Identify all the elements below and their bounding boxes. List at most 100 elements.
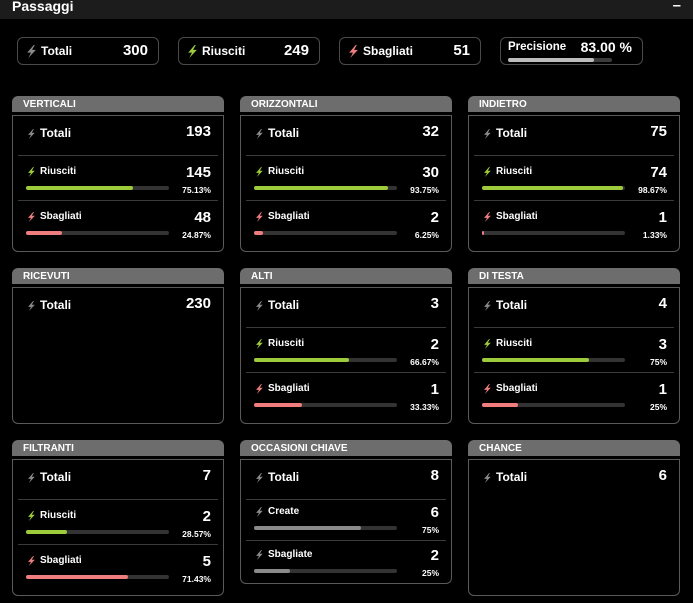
card-chance: CHANCE Totali 6 [468,440,680,596]
stat-row-sbagliati: Sbagliati 2 6.25% [241,206,451,245]
progress-fill [254,403,302,407]
section-header: Passaggi – [0,0,693,19]
row-divider [246,540,446,541]
stat-row-riusciti: Riusciti 30 93.75% [241,161,451,200]
stat-label: Sbagliati [40,211,82,222]
row-divider [18,544,218,545]
progress-track [254,526,397,530]
row-divider [18,155,218,156]
collapse-button[interactable]: – [672,0,681,14]
stat-percent: 98.67% [638,185,667,195]
stat-row-totali: Totali 8 [241,460,451,499]
stat-row-riusciti: Riusciti 74 98.67% [469,161,679,200]
stat-percent: 75.13% [182,185,211,195]
progress-track [26,530,169,534]
stat-value: 2 [202,508,211,525]
progress-fill [26,575,129,579]
stat-row-riusciti: Riusciti 3 75% [469,333,679,372]
stat-value: 3 [430,295,439,312]
row-divider [18,200,218,201]
row-divider [474,372,674,373]
stat-label: Sbagliati [268,383,310,394]
stat-label: Riusciti [40,510,77,521]
stat-value: 145 [185,164,211,181]
summary-precisione-label: Precisione [508,41,567,53]
card-title: OCCASIONI CHIAVE [240,440,452,456]
lightning-red-icon [256,212,263,222]
stat-value: 1 [658,381,667,398]
progress-track [482,403,625,407]
lightning-green-icon [256,167,263,177]
card-indietro: INDIETRO Totali 75 Riusciti 74 98.67% Sb… [468,96,680,252]
stat-value: 75 [650,123,667,140]
stat-row-totali: Totali 6 [469,460,679,499]
stat-row-riusciti: Riusciti 2 28.57% [13,505,223,544]
summary-totali-value: 300 [122,42,148,59]
stat-percent: 25% [421,568,439,578]
progress-fill [26,186,134,190]
stat-label: Totali [268,126,300,140]
lightning-green-icon [28,511,35,521]
stat-label: Create [268,506,300,517]
progress-fill [26,231,62,235]
card-body: Totali 75 Riusciti 74 98.67% Sbagliati 1… [468,115,680,252]
lightning-gray-icon [484,473,491,483]
progress-track [26,575,169,579]
progress-track [254,358,397,362]
lightning-gray-icon [256,473,263,483]
stat-value: 2 [430,336,439,353]
row-divider [474,200,674,201]
lightning-red-icon [256,384,263,394]
card-filtranti: FILTRANTI Totali 7 Riusciti 2 28.57% Sba… [12,440,224,596]
summary-totali: Totali 300 [17,37,159,65]
stat-value: 193 [185,123,211,140]
stat-row-totali: Totali 230 [13,288,223,327]
card-verticali: VERTICALI Totali 193 Riusciti 145 75.13%… [12,96,224,252]
row-divider [246,499,446,500]
stat-label: Totali [40,298,72,312]
stat-row-sbagliate: Sbagliate 2 25% [241,544,451,583]
card-body: Totali 7 Riusciti 2 28.57% Sbagliati 5 7… [12,459,224,596]
summary-precisione-value: 83.00 % [580,39,632,55]
progress-fill [482,358,590,362]
stat-value: 4 [658,295,667,312]
card-title: CHANCE [468,440,680,456]
stat-value: 3 [658,336,667,353]
stat-label: Riusciti [496,338,533,349]
stat-label: Sbagliati [496,383,538,394]
row-divider [474,327,674,328]
row-divider [246,327,446,328]
stat-row-totali: Totali 75 [469,116,679,155]
stat-label: Sbagliati [496,211,538,222]
summary-sbagliati-value: 51 [453,42,470,59]
card-title: DI TESTA [468,268,680,284]
summary-totali-label: Totali [41,44,73,58]
stat-label: Totali [496,470,528,484]
stat-label: Totali [268,298,300,312]
card-title: ALTI [240,268,452,284]
stat-percent: 25% [649,402,667,412]
lightning-green-icon [28,167,35,177]
stat-label: Riusciti [268,338,305,349]
stat-label: Riusciti [268,166,305,177]
stat-value: 6 [658,467,667,484]
lightning-green-icon [256,339,263,349]
row-divider [18,499,218,500]
progress-fill [254,186,389,190]
lightning-gray-icon [28,129,35,139]
stat-percent: 6.25% [414,230,439,240]
stat-percent: 1.33% [642,230,667,240]
stat-row-sbagliati: Sbagliati 1 1.33% [469,206,679,245]
section-title: Passaggi [12,0,74,14]
lightning-red-icon [349,45,358,58]
stat-value: 74 [650,164,667,181]
lightning-green-icon [484,167,491,177]
card-body: Totali 193 Riusciti 145 75.13% Sbagliati… [12,115,224,252]
progress-track [254,569,397,573]
lightning-gray-icon [28,301,35,311]
lightning-gray-icon [256,301,263,311]
summary-riusciti-value: 249 [283,42,309,59]
precision-bar-fill [508,58,595,62]
progress-fill [26,530,67,534]
card-body: Totali 4 Riusciti 3 75% Sbagliati 1 25% [468,287,680,424]
